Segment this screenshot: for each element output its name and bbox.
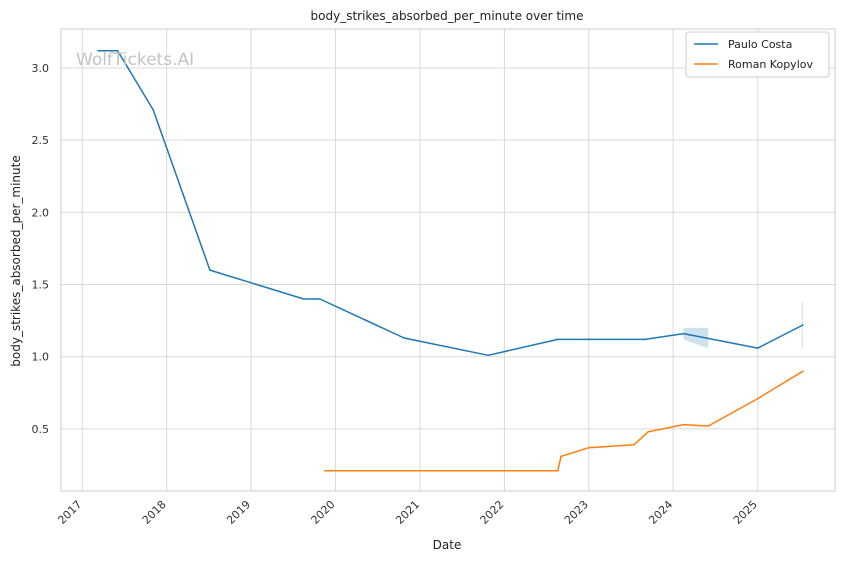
data-point-paulo-costa: [403, 337, 405, 339]
data-point-paulo-costa: [152, 109, 154, 111]
data-point-roman-kopylov: [557, 470, 559, 472]
y-tick-label: 0.5: [32, 423, 50, 436]
legend: Paulo Costa Roman Kopylov: [685, 31, 830, 78]
data-point-roman-kopylov: [757, 397, 759, 400]
data-point-paulo-costa: [682, 332, 685, 335]
data-point-roman-kopylov: [324, 470, 326, 472]
grid-layer: [61, 29, 835, 491]
y-axis-title: body_strikes_absorbed_per_minute: [9, 155, 23, 366]
data-point-paulo-costa: [97, 49, 99, 52]
series-line-paulo-costa: [98, 49, 804, 357]
data-point-roman-kopylov: [588, 446, 590, 449]
y-tick-label: 2.0: [32, 206, 50, 219]
series-layer: [97, 49, 804, 472]
legend-box: [685, 31, 830, 78]
x-axis-title: Date: [433, 538, 462, 552]
data-point-roman-kopylov: [802, 370, 804, 373]
data-point-paulo-costa: [644, 338, 646, 341]
data-point-roman-kopylov: [647, 431, 649, 433]
data-point-paulo-costa: [209, 269, 211, 271]
data-point-paulo-costa: [116, 49, 119, 52]
plot-frame: [60, 28, 836, 492]
y-tick-label: 1.0: [32, 351, 50, 364]
data-point-paulo-costa: [802, 324, 804, 326]
data-point-paulo-costa: [302, 298, 305, 300]
confidence-band-paulo-costa: [683, 327, 709, 349]
data-point-paulo-costa: [557, 338, 559, 341]
data-point-paulo-costa: [588, 338, 590, 341]
legend-label-roman-kopylov: Roman Kopylov: [728, 58, 813, 71]
data-point-roman-kopylov: [682, 423, 685, 426]
data-point-roman-kopylov: [560, 455, 562, 458]
chart-title: body_strikes_absorbed_per_minute over ti…: [311, 9, 584, 23]
data-point-paulo-costa: [757, 347, 759, 349]
y-tick-label: 1.5: [32, 279, 50, 292]
data-point-paulo-costa: [319, 298, 321, 300]
legend-label-paulo-costa: Paulo Costa: [728, 38, 792, 51]
data-point-roman-kopylov: [633, 444, 635, 446]
y-tick-label: 3.0: [32, 62, 50, 75]
watermark-text: WolfTickets.AI: [76, 50, 194, 70]
y-tick-labels: 0.5 1.0 1.5 2.0 2.5 3.0: [32, 62, 50, 436]
series-line-roman-kopylov: [324, 370, 804, 472]
data-point-roman-kopylov: [707, 425, 710, 427]
y-tick-label: 2.5: [32, 134, 50, 147]
data-point-paulo-costa: [487, 354, 490, 357]
